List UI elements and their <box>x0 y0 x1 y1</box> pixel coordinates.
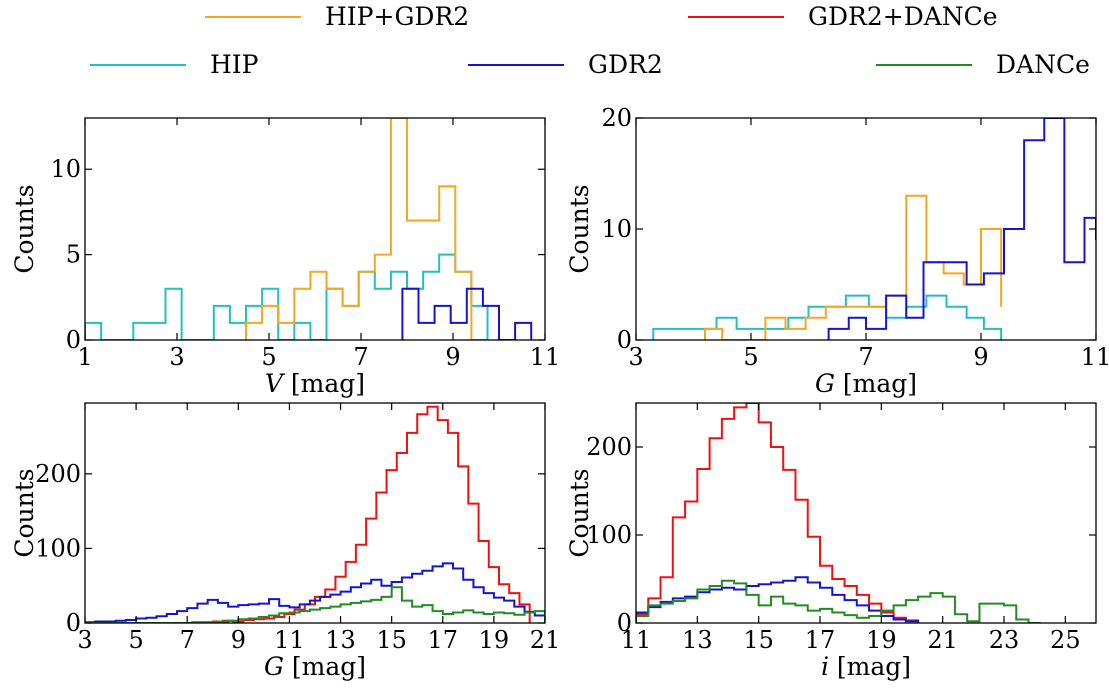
plot-area <box>85 118 533 340</box>
y-tick-label: 20 <box>601 104 632 132</box>
histogram-g-mag-bright: 3 5 7 9 11 0 10 20 G [mag] Counts <box>565 104 1109 398</box>
x-tick-label: 7 <box>858 343 873 371</box>
legend-label: DANCe <box>996 50 1090 79</box>
y-tick-label: 100 <box>586 521 632 549</box>
x-axis-label: G [mag] <box>264 652 366 681</box>
y-tick-label: 0 <box>66 326 81 354</box>
x-tick-label: 25 <box>1050 626 1081 654</box>
plot-area <box>652 118 1096 340</box>
x-tick-label: 15 <box>743 626 774 654</box>
x-axis-unit: [mag] <box>829 652 911 681</box>
series-hip <box>85 253 489 340</box>
series-gdr2 <box>401 287 533 340</box>
y-axis-label: Counts <box>565 468 594 557</box>
x-tick-label: 11 <box>274 626 305 654</box>
x-axis-label: i [mag] <box>821 652 911 681</box>
x-axis-unit: [mag] <box>283 369 365 398</box>
x-tick-label: 9 <box>231 626 246 654</box>
x-tick-label: 17 <box>428 626 459 654</box>
x-tick-label: 13 <box>325 626 356 654</box>
x-tick-label: 19 <box>479 626 510 654</box>
x-tick-label: 9 <box>445 343 460 371</box>
axes-frame <box>84 117 546 341</box>
x-tick-label: 11 <box>621 626 652 654</box>
x-tick-label: 3 <box>77 626 92 654</box>
y-tick-label: 0 <box>66 609 81 637</box>
series-dance <box>636 579 1041 623</box>
legend-item: GDR2+DANCe <box>688 2 998 32</box>
x-tick-label: 11 <box>530 343 561 371</box>
x-tick-label: 7 <box>353 343 368 371</box>
series-dance <box>85 586 545 623</box>
x-tick-label: 21 <box>530 626 561 654</box>
series-gdr2-dance <box>191 405 531 623</box>
x-tick-label: 13 <box>682 626 713 654</box>
legend-swatch <box>688 16 784 18</box>
y-tick-label: 100 <box>35 534 81 562</box>
x-tick-label: 3 <box>628 343 643 371</box>
x-tick-label: 7 <box>180 626 195 654</box>
plot-area <box>636 403 1041 623</box>
x-tick-label: 17 <box>805 626 836 654</box>
y-tick-label: 10 <box>601 215 632 243</box>
x-tick-label: 23 <box>989 626 1020 654</box>
x-tick-label: 19 <box>866 626 897 654</box>
plot-area <box>85 405 545 623</box>
y-axis-label: Counts <box>565 184 594 273</box>
y-axis-label: Counts <box>10 184 39 273</box>
legend-label: HIP+GDR2 <box>325 2 470 31</box>
x-axis-symbol: V <box>265 369 286 398</box>
legend-label: GDR2+DANCe <box>808 2 998 31</box>
series-hip-gdr2 <box>245 118 488 340</box>
series-gdr2 <box>85 562 545 623</box>
legend-label: HIP <box>210 50 259 79</box>
legend-label: GDR2 <box>588 50 663 79</box>
series-gdr2 <box>636 576 920 623</box>
histogram-g-mag-faint: 3 5 7 9 11 13 15 17 19 21 0 100 200 G [mag] Counts <box>10 402 560 681</box>
x-axis-label: V [mag] <box>265 369 365 398</box>
x-tick-label: 5 <box>743 343 758 371</box>
y-tick-label: 0 <box>617 326 632 354</box>
legend-item: GDR2 <box>468 50 663 80</box>
x-tick-label: 9 <box>973 343 988 371</box>
y-tick-label: 5 <box>66 241 81 269</box>
x-tick-label: 1 <box>77 343 92 371</box>
legend-swatch <box>876 64 972 66</box>
x-axis-symbol: i <box>821 652 829 681</box>
x-tick-label: 5 <box>128 626 143 654</box>
series-gdr2 <box>827 118 1096 340</box>
x-axis-symbol: G <box>815 369 835 398</box>
x-axis-symbol: G <box>264 652 284 681</box>
x-axis-unit: [mag] <box>284 652 366 681</box>
legend-item: HIP+GDR2 <box>205 2 469 32</box>
legend-item: HIP <box>90 50 259 80</box>
series-hip-gdr2 <box>704 194 1003 340</box>
x-axis-label: G [mag] <box>815 369 917 398</box>
x-tick-label: 3 <box>169 343 184 371</box>
x-tick-label: 15 <box>376 626 407 654</box>
legend-swatch <box>468 64 564 66</box>
axes-frame <box>84 402 546 624</box>
y-tick-label: 200 <box>586 433 632 461</box>
y-tick-label: 200 <box>35 460 81 488</box>
histogram-i-mag: 11 13 15 17 19 21 23 25 0 100 200 i [mag] Counts <box>565 402 1097 681</box>
x-tick-label: 11 <box>1081 343 1109 371</box>
y-tick-label: 0 <box>617 609 632 637</box>
histogram-v-mag: 1 3 5 7 9 11 0 5 10 V [mag] Counts <box>10 117 560 398</box>
legend-item: DANCe <box>876 50 1090 80</box>
y-axis-label: Counts <box>10 468 39 557</box>
x-tick-label: 5 <box>261 343 276 371</box>
series-gdr2-dance <box>636 403 920 623</box>
legend-swatch <box>205 16 301 18</box>
x-tick-label: 21 <box>927 626 958 654</box>
legend-swatch <box>90 64 186 66</box>
legend: HIP+GDR2 GDR2+DANCe HIP GDR2 DANCe <box>0 0 1109 90</box>
axes-frame <box>635 402 1097 624</box>
series-hip <box>652 294 1003 340</box>
y-tick-label: 10 <box>50 155 81 183</box>
x-axis-unit: [mag] <box>835 369 917 398</box>
